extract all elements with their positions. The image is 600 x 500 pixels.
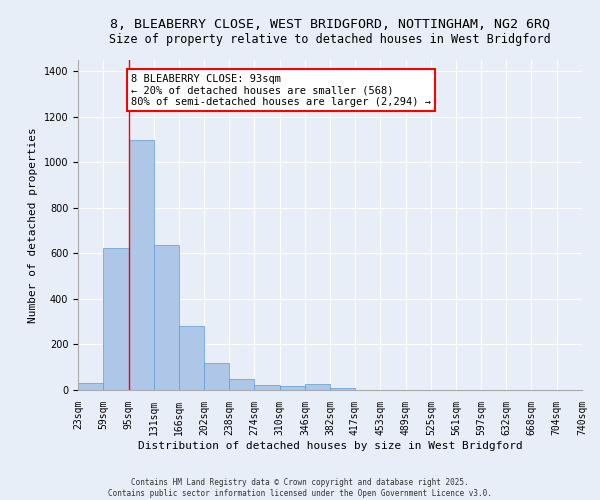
Bar: [280, 386, 305, 390]
Text: 8 BLEABERRY CLOSE: 93sqm
← 20% of detached houses are smaller (568)
80% of semi-: 8 BLEABERRY CLOSE: 93sqm ← 20% of detach…: [131, 74, 431, 107]
Y-axis label: Number of detached properties: Number of detached properties: [28, 127, 38, 323]
Bar: [254, 385, 280, 390]
Bar: [331, 388, 355, 390]
Bar: [305, 384, 331, 390]
Bar: [103, 248, 128, 390]
Bar: [204, 362, 229, 390]
Bar: [78, 383, 103, 390]
X-axis label: Distribution of detached houses by size in West Bridgford: Distribution of detached houses by size …: [137, 440, 523, 450]
Bar: [128, 140, 154, 390]
Bar: [154, 245, 179, 390]
Text: Size of property relative to detached houses in West Bridgford: Size of property relative to detached ho…: [109, 32, 551, 46]
Bar: [179, 326, 204, 390]
Text: Contains HM Land Registry data © Crown copyright and database right 2025.
Contai: Contains HM Land Registry data © Crown c…: [108, 478, 492, 498]
Bar: [229, 378, 254, 390]
Text: 8, BLEABERRY CLOSE, WEST BRIDGFORD, NOTTINGHAM, NG2 6RQ: 8, BLEABERRY CLOSE, WEST BRIDGFORD, NOTT…: [110, 18, 550, 30]
